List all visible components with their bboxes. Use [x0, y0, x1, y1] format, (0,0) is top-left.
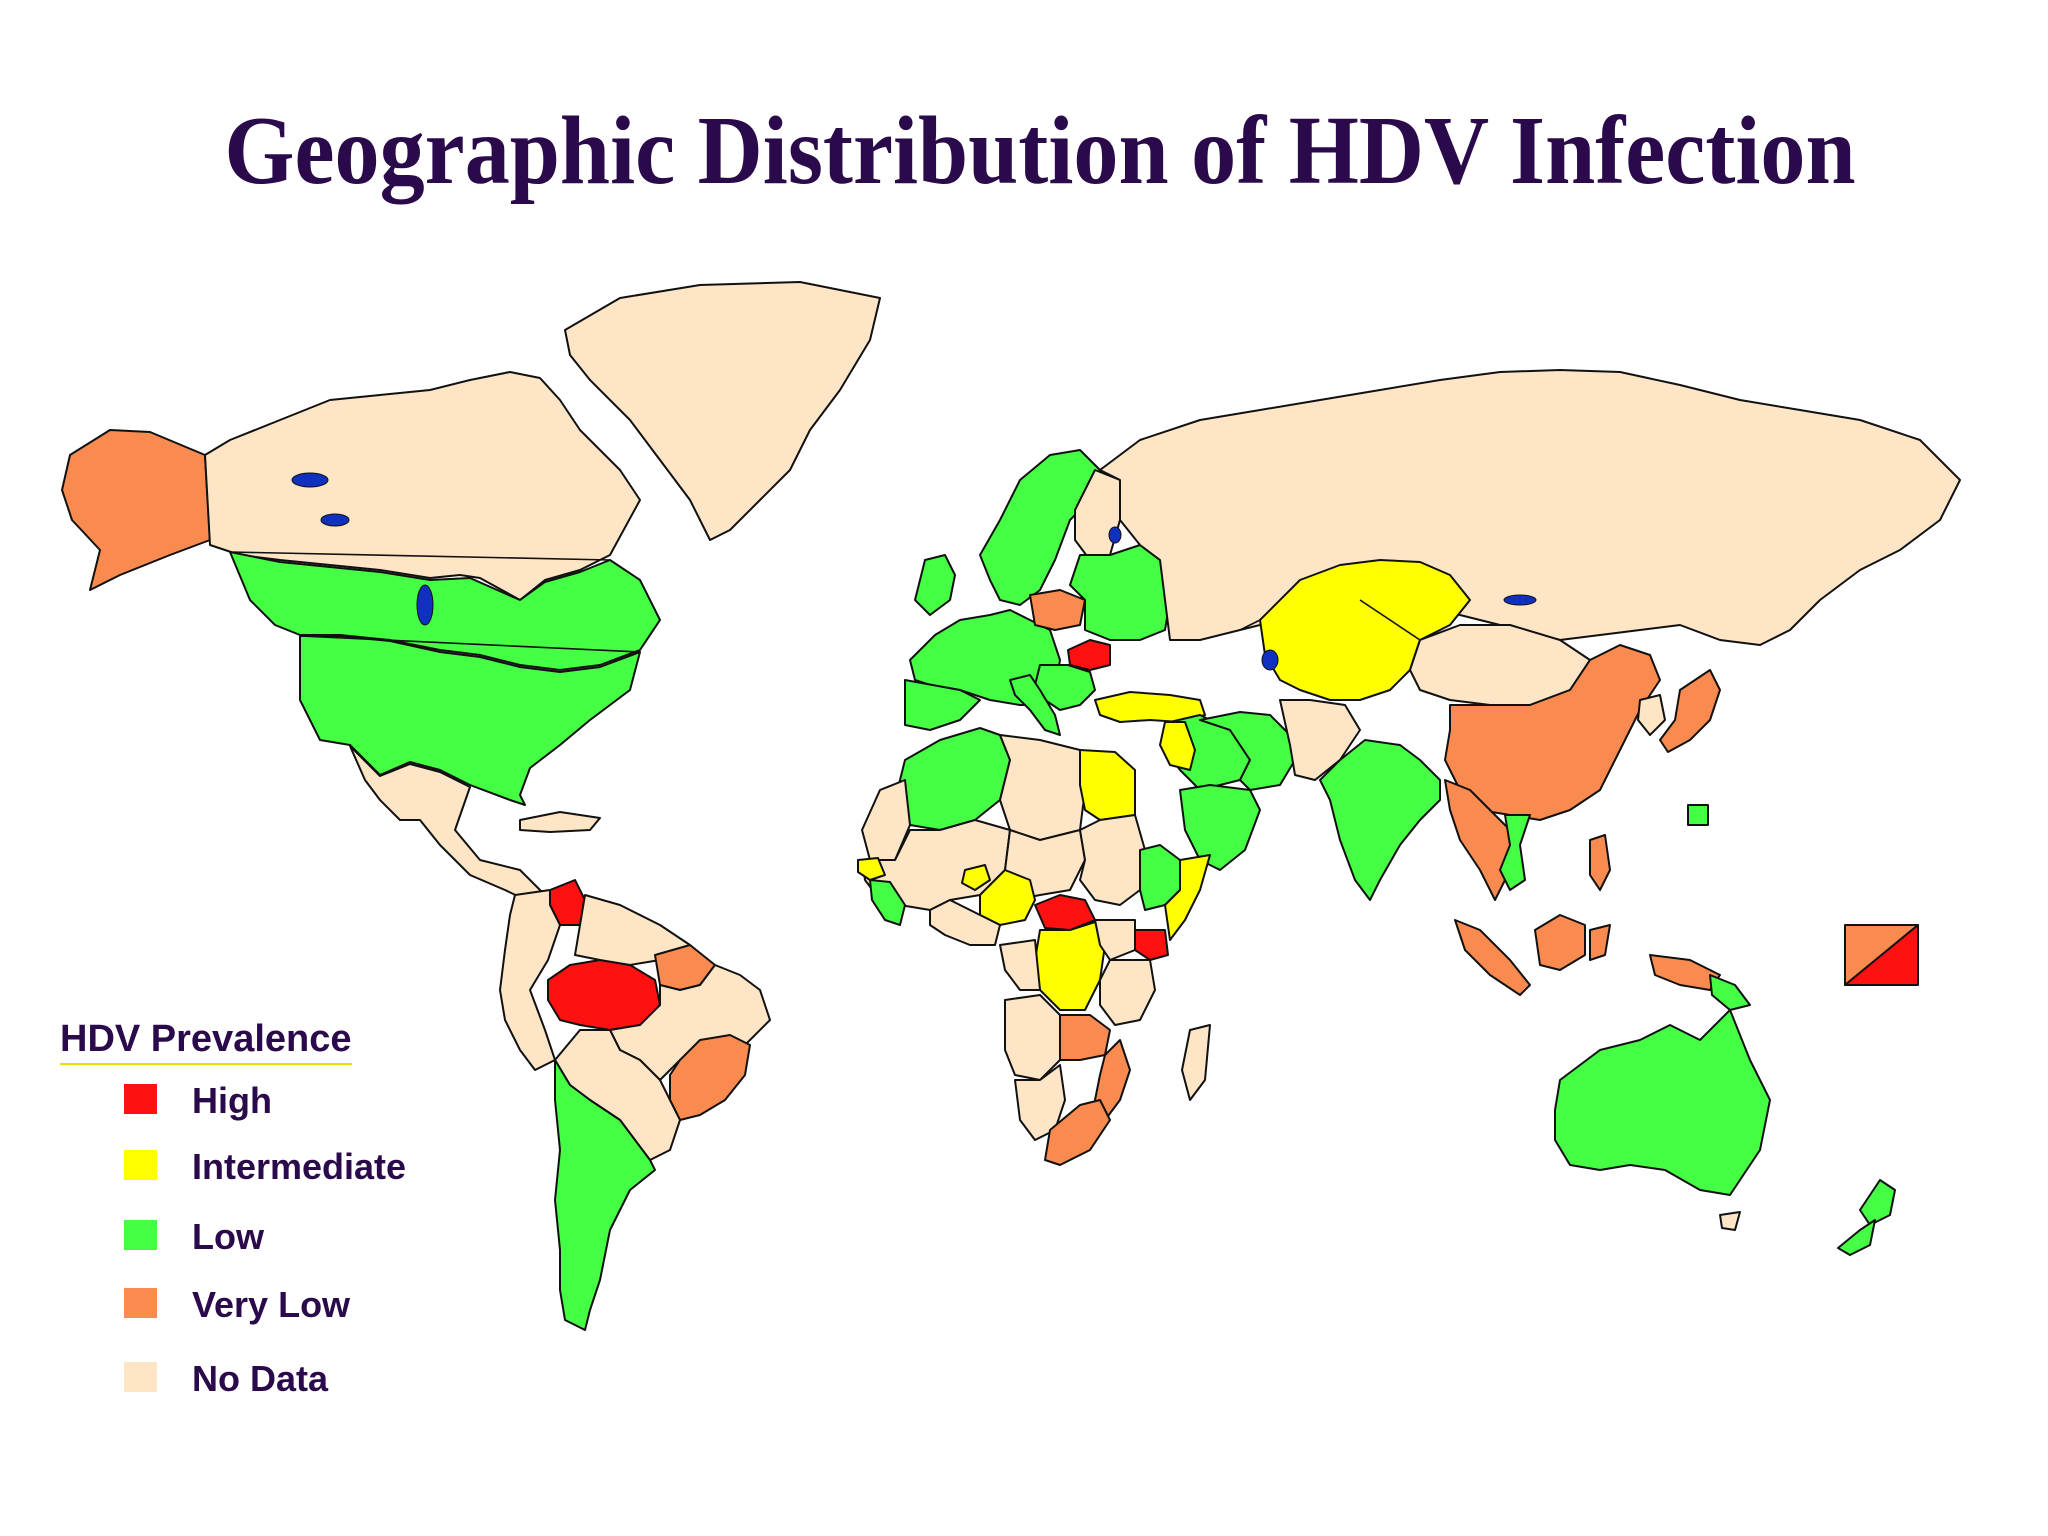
usa-canada-border [299, 635, 641, 653]
region-canada-north [204, 371, 641, 601]
map-title: Geographic Distribution of HDV Infection [224, 97, 1856, 205]
brazil-border [609, 1024, 641, 1031]
canada-lake [320, 513, 350, 527]
region-new-zealand-south [1837, 1219, 1876, 1256]
region-congo [1034, 921, 1106, 1011]
asia-border-1 [1239, 599, 1421, 641]
region-maghreb [894, 727, 1011, 831]
region-mozambique [1094, 1039, 1131, 1121]
canada-border-line [229, 551, 611, 561]
region-poland [1029, 589, 1086, 631]
legend-swatch-no-data [124, 1362, 157, 1392]
region-amazon-basin [547, 959, 661, 1031]
region-arabia [1179, 784, 1261, 871]
legend-swatch-very-low [124, 1288, 157, 1318]
ladoga-lake [1108, 526, 1122, 544]
region-uganda [1094, 919, 1136, 961]
region-greenland [564, 281, 881, 541]
region-zambia [1059, 1014, 1111, 1061]
region-australia [1554, 1009, 1771, 1196]
region-tanzania [1099, 959, 1156, 1026]
region-png [1709, 974, 1751, 1011]
legend-swatch-intermediate [124, 1150, 157, 1180]
region-pacific-islands-marker [1844, 924, 1919, 986]
region-gabon [999, 939, 1041, 991]
region-new-zealand-north [1859, 1179, 1896, 1226]
region-new-guinea [1649, 954, 1721, 991]
aral-sea [1261, 649, 1279, 671]
region-indonesia-east [1589, 924, 1611, 961]
region-chile-argentina [554, 1059, 656, 1331]
region-egypt [1079, 749, 1136, 821]
region-guyanas [574, 894, 691, 966]
region-south-brazil [669, 1034, 751, 1121]
legend-title: HDV Prevalence [60, 1018, 352, 1065]
legend-label-intermediate: Intermediate [192, 1146, 407, 1187]
region-levant [1159, 721, 1196, 771]
region-indonesia-sumatra [1454, 919, 1531, 996]
region-southern-africa [1044, 1099, 1111, 1166]
region-libya [999, 734, 1086, 841]
region-kenya [1134, 929, 1169, 961]
region-romania [1067, 639, 1111, 671]
legend-label-very-low: Very Low [192, 1284, 351, 1325]
legend-label-no-data: No Data [192, 1358, 329, 1399]
legend-label-high: High [192, 1080, 272, 1121]
hudson-lake [291, 472, 329, 488]
region-india [1319, 739, 1441, 901]
region-madagascar [1181, 1024, 1211, 1101]
africa-border-1 [1004, 829, 1086, 871]
region-indonesia-borneo [1534, 914, 1586, 971]
region-intermediate-west [961, 864, 991, 891]
region-gulf-guinea [929, 899, 1001, 946]
region-iberia [904, 679, 981, 731]
region-iran [1199, 711, 1296, 791]
great-lakes [416, 584, 434, 626]
region-caribbean [519, 811, 601, 833]
legend-swatch-high [124, 1084, 157, 1114]
region-philippines [1589, 834, 1611, 891]
region-alaska [61, 429, 211, 591]
region-somalia [1164, 854, 1211, 941]
legend-label-low: Low [192, 1216, 264, 1257]
map-legend: HDV Prevalence High Intermediate Low Ver… [60, 1018, 480, 1418]
region-korea [1637, 694, 1666, 736]
lake-baikal [1503, 594, 1537, 606]
region-senegal [857, 857, 886, 881]
region-namibia [1014, 1064, 1066, 1141]
region-angola [1004, 994, 1061, 1081]
region-italy [1009, 674, 1061, 736]
region-eastern-europe [1069, 544, 1171, 641]
region-vietnam-laos [1499, 814, 1531, 891]
region-tasmania [1719, 1211, 1741, 1231]
region-sudan [1079, 814, 1146, 906]
region-uk [914, 554, 956, 616]
region-west-coast [869, 879, 906, 926]
region-japan [1659, 669, 1721, 753]
legend-swatch-low [124, 1220, 157, 1250]
region-pacific-island [1687, 804, 1709, 826]
